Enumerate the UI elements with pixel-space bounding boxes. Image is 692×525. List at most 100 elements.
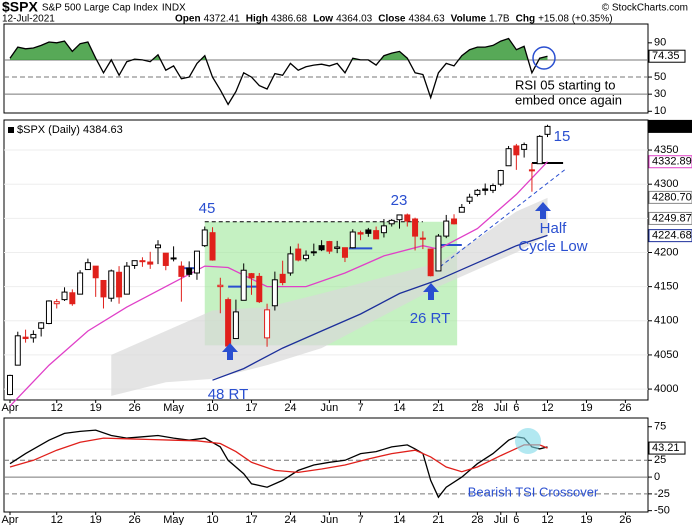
axis-tag-label: 43.21 [652, 442, 680, 454]
y-tick-label: 0 [654, 471, 660, 483]
x-tick-label: 24 [284, 402, 296, 414]
candle-body [256, 275, 263, 303]
header-text: High [246, 14, 268, 25]
candle-body [131, 260, 138, 266]
candle-body [334, 246, 341, 249]
x-tick-label: 26 [619, 402, 631, 414]
x-tick-label: 24 [284, 514, 296, 525]
candle-body [170, 257, 177, 260]
header-text: Open [175, 14, 201, 25]
axis-tag [648, 211, 692, 225]
candle-body [116, 271, 123, 298]
candle-body [388, 219, 395, 225]
x-tick-label: Jul [494, 514, 508, 525]
candle-body [162, 252, 169, 266]
candle-body [147, 261, 154, 265]
series-line [212, 234, 548, 381]
x-tick-label: 7 [357, 514, 363, 525]
candle-body [349, 231, 356, 249]
x-tick-label: 19 [90, 514, 102, 525]
x-tick-label: 14 [393, 402, 405, 414]
x-tick-label: 26 [129, 402, 141, 414]
candle-body [544, 125, 551, 135]
candle-body [295, 248, 302, 261]
candle-body [357, 232, 364, 235]
x-tick-label: 26 [129, 514, 141, 525]
level-line [439, 169, 565, 268]
x-tick-label: 28 [471, 402, 483, 414]
source: © StockCharts.com [602, 3, 688, 14]
candle-body [264, 309, 271, 339]
overbought-area [10, 38, 548, 60]
candle-body [139, 260, 146, 263]
y-tick-label: 4200 [654, 246, 678, 258]
candle-body [30, 333, 37, 339]
candle-body [466, 196, 473, 202]
axis-tag-label: 4332.89 [652, 156, 692, 168]
candle-body [248, 273, 255, 279]
arrows [222, 202, 551, 360]
candle-body [100, 279, 107, 298]
candle-body [232, 311, 239, 340]
axis-tag [648, 155, 692, 169]
candle-body [451, 218, 458, 225]
x-tick-label: 12 [541, 514, 553, 525]
candle-body [69, 292, 76, 305]
candle-body [318, 245, 325, 251]
candle-body [217, 284, 224, 288]
x-tick-label: 21 [432, 514, 444, 525]
candle-body [412, 218, 419, 237]
candle-body [380, 225, 387, 234]
annotation: 48 RT [208, 386, 249, 403]
axis-tag [648, 190, 692, 204]
candle-body [427, 248, 434, 277]
x-tick-label: 17 [245, 402, 257, 414]
up-arrow [535, 202, 551, 219]
candle-body [396, 214, 403, 221]
x-tick-label: May [163, 402, 184, 414]
header-text: Low [313, 14, 333, 25]
x-tick-label: 21 [432, 402, 444, 414]
panel-frame [3, 417, 649, 513]
candle-body [271, 279, 278, 307]
candle-body [178, 265, 185, 277]
candle-body [505, 148, 512, 167]
series-line [9, 429, 548, 499]
x-tick-label: 10 [206, 402, 218, 414]
y-tick-label: 10 [654, 105, 666, 117]
candle-body [419, 237, 426, 240]
x-tick-label: 6 [513, 402, 519, 414]
x-tick-label: 28 [471, 514, 483, 525]
axis-tag [648, 119, 692, 133]
y-tick-label: 75 [654, 421, 666, 433]
header-text: 4384.63 [408, 14, 445, 25]
axis-tag-label: 4224.68 [652, 230, 692, 242]
header-text: 4372.41 [204, 14, 241, 25]
header-text: S&P 500 Large Cap Index [42, 3, 158, 14]
candle-body [155, 244, 162, 249]
series-line [9, 37, 548, 106]
y-tick-label: 50 [654, 71, 666, 83]
candle-body [287, 253, 294, 274]
up-arrow [423, 283, 439, 300]
x-tick-label: May [163, 514, 184, 525]
y-tick-label: -50 [654, 505, 670, 517]
candle-body [14, 335, 21, 366]
candle-body [435, 235, 442, 272]
candle-body [489, 185, 496, 191]
candle-body [7, 374, 13, 396]
y-tick-label: 4000 [654, 383, 678, 395]
candle-body [303, 254, 310, 260]
x-tick-label: Apr [1, 402, 18, 414]
candle-body [201, 229, 208, 247]
annotation: 26 RT [410, 310, 451, 327]
x-tick-label: Apr [1, 514, 18, 525]
y-tick-label: 4100 [654, 315, 678, 327]
candle-body [536, 135, 543, 165]
candle-body [365, 229, 372, 234]
x-tick-label: Jun [321, 514, 339, 525]
candle-body [528, 169, 535, 172]
legend-icon [8, 127, 14, 133]
x-tick-label: Jul [494, 402, 508, 414]
